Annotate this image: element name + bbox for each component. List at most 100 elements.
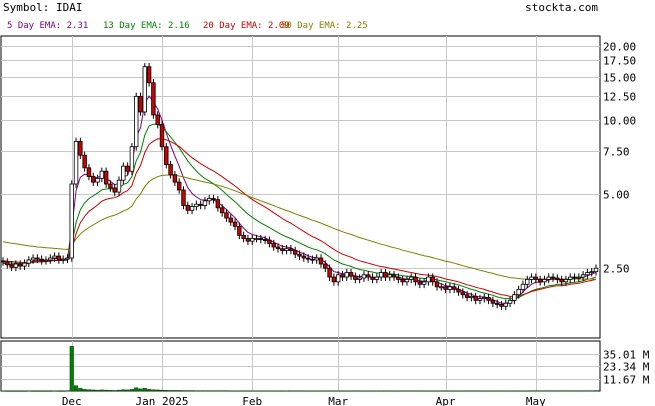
volume-bar: [314, 390, 319, 392]
volume-bar: [413, 390, 418, 392]
volume-bar: [404, 390, 409, 392]
volume-bar: [555, 390, 560, 392]
candle: [185, 201, 190, 215]
volume-bar: [271, 390, 276, 392]
volume-bar: [477, 390, 483, 392]
volume-bar: [74, 385, 79, 392]
site-name: stockta.com: [525, 1, 598, 14]
volume-bar: [159, 389, 165, 392]
volume-bar: [181, 390, 186, 392]
candle: [48, 254, 53, 264]
candle: [477, 294, 483, 305]
x-axis: Dec Jan 2025 Feb Mar Apr May: [62, 395, 546, 406]
candle: [585, 268, 590, 279]
candle: [464, 291, 470, 302]
volume-pane: 35.01 M23.34 M11.67 M: [0, 340, 650, 392]
candle: [387, 271, 392, 281]
volume-bar: [293, 390, 298, 392]
candle: [430, 273, 435, 286]
candle: [125, 162, 130, 176]
volume-bar: [379, 390, 384, 392]
volume-bar: [116, 389, 122, 392]
volume-bar: [297, 390, 302, 392]
candle: [189, 202, 195, 215]
candle: [202, 197, 208, 210]
volume-bar: [211, 390, 216, 392]
volume-bar: [147, 389, 152, 392]
candle: [344, 268, 349, 281]
volume-bar: [18, 390, 23, 392]
volume-bar: [443, 390, 448, 392]
legend-item-2: 13 Day EMA: 2.16: [103, 21, 190, 31]
candle: [138, 92, 143, 116]
volume-bar: [357, 390, 362, 392]
candle: [550, 273, 556, 282]
volume-bar: [198, 390, 203, 392]
legend-item-4: 50 Day EMA: 2.25: [281, 21, 368, 31]
volume-bar: [439, 390, 444, 392]
legend-item-3: 20 Day EMA: 2.09: [203, 21, 290, 31]
volume-bar: [215, 390, 220, 392]
candle: [310, 255, 315, 264]
price-tick-label: 17.50: [603, 55, 636, 68]
volume-bar: [263, 390, 268, 392]
candle: [129, 143, 135, 176]
volume-bar: [417, 390, 422, 392]
volume-bar: [310, 390, 315, 392]
volume-bar: [56, 390, 61, 392]
volume-bar: [559, 390, 564, 392]
candle: [417, 278, 423, 289]
volume-bar: [267, 390, 272, 392]
volume-bar: [13, 390, 18, 392]
candle: [146, 63, 152, 87]
candle: [271, 239, 276, 251]
volume-bar: [456, 390, 461, 392]
volume-bar: [593, 390, 599, 392]
candle: [327, 264, 332, 281]
candle: [215, 195, 221, 212]
candle: [219, 204, 225, 217]
candle: [374, 273, 380, 284]
volume-bar: [202, 390, 208, 392]
volume-bar: [129, 389, 134, 392]
candle: [151, 79, 156, 119]
candle: [456, 285, 461, 296]
volume-bar: [576, 390, 581, 392]
candle: [426, 273, 431, 286]
volume-bar: [340, 390, 345, 392]
volume-bar: [95, 389, 100, 392]
volume-bar: [520, 390, 525, 392]
legend-item-1: 5 Day EMA: 2.31: [7, 21, 88, 31]
candle: [65, 254, 70, 263]
candle: [211, 194, 216, 204]
volume-bar: [22, 390, 27, 392]
candle: [542, 275, 547, 286]
volume-bar: [194, 390, 199, 392]
candle: [434, 278, 440, 291]
volume-bar: [164, 390, 169, 392]
x-tick-label: May: [526, 395, 546, 406]
candle: [520, 280, 526, 294]
candle: [499, 300, 504, 311]
volume-bar: [52, 390, 57, 392]
volume-bar: [5, 390, 10, 392]
candle: [512, 291, 517, 305]
candle: [486, 293, 491, 305]
volume-bar: [258, 390, 263, 392]
volume-bar: [349, 390, 354, 392]
candle: [443, 283, 448, 294]
candle: [460, 288, 465, 299]
volume-bar: [331, 390, 336, 392]
candle: [134, 92, 139, 151]
candle: [0, 257, 6, 266]
candle: [69, 180, 74, 262]
candle: [383, 268, 388, 281]
volume-bar: [207, 390, 212, 392]
volume-bar: [65, 390, 70, 392]
candle: [56, 252, 62, 264]
candle: [370, 273, 375, 284]
volume-bar: [31, 390, 36, 392]
volume-bar: [542, 390, 547, 392]
volume-bar: [465, 390, 470, 392]
candle: [546, 273, 551, 284]
